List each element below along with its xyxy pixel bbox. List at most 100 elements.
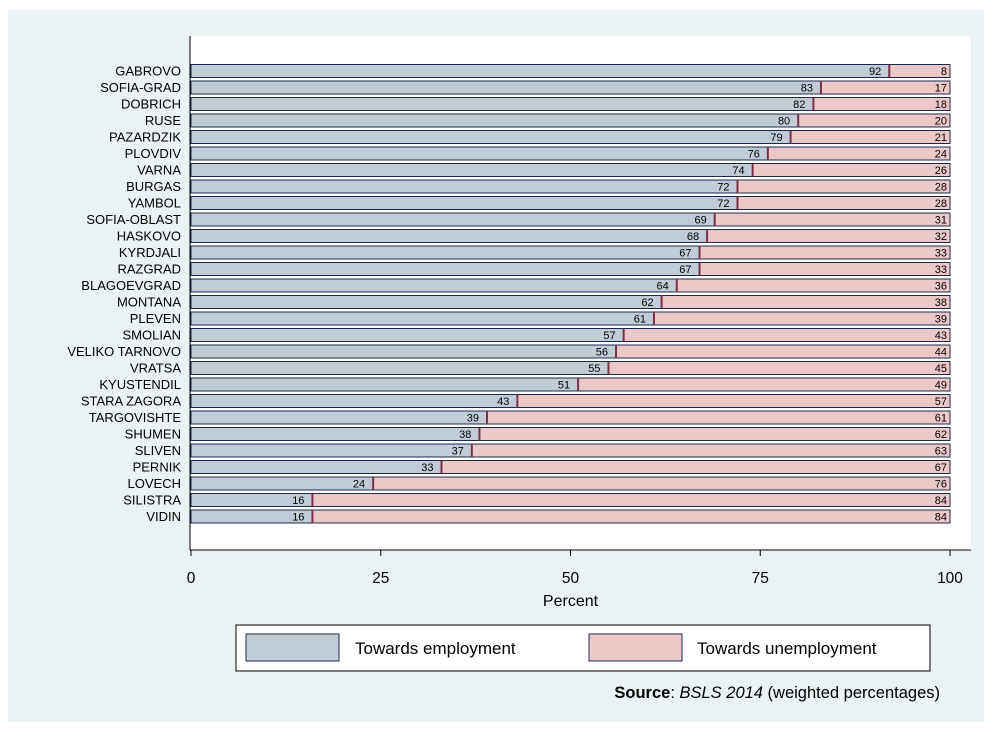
value-label-unemployment: 62 [935,429,947,441]
bar-employment [190,311,655,326]
value-label-employment: 57 [603,330,615,342]
bar-employment [190,361,609,375]
bar-employment [190,146,769,161]
bar-unemployment [486,410,951,425]
x-tick-label: 75 [752,570,769,587]
x-axis: 0 25 50 75 100 [187,36,971,587]
value-label-unemployment: 76 [935,479,947,491]
bar-unemployment [661,295,951,309]
bar-unemployment [706,229,951,243]
source-separator: : [670,684,679,702]
bar-unemployment [820,80,951,95]
value-label-employment: 16 [292,495,304,507]
value-label-employment: 82 [793,99,805,111]
value-label-employment: 67 [679,264,691,276]
value-label-unemployment: 63 [935,446,947,458]
value-label-unemployment: 17 [935,83,947,95]
value-label-unemployment: 20 [935,116,947,128]
value-label-employment: 67 [679,248,691,260]
bar-employment [190,130,792,144]
value-label-employment: 76 [748,149,760,161]
bar-employment [190,460,442,474]
bar-unemployment [311,493,951,507]
bar-employment [190,212,716,227]
category-label: STARA ZAGORA [81,394,181,409]
category-label: PLEVEN [130,311,181,326]
category-label: PERNIK [133,460,182,475]
bar-employment [190,64,890,78]
category-label: RAZGRAD [117,262,181,277]
value-label-unemployment: 38 [935,297,947,309]
value-label-employment: 69 [694,215,706,227]
category-label: VELIKO TARNOVO [67,344,181,359]
category-label: HASKOVO [117,229,181,244]
value-label-employment: 38 [459,429,471,441]
category-label: PLOVDIV [125,146,182,161]
value-label-employment: 72 [717,182,729,194]
bar-unemployment [699,262,951,276]
value-label-employment: 80 [778,116,790,128]
bar-employment [190,80,822,95]
legend-label-employment: Towards employment [355,639,516,658]
value-label-unemployment: 33 [935,248,947,260]
value-label-employment: 24 [353,479,365,491]
value-label-employment: 51 [558,380,570,392]
value-label-unemployment: 43 [935,330,947,342]
value-label-employment: 68 [687,231,699,243]
x-tick-label: 25 [372,570,389,587]
value-label-employment: 62 [641,297,653,309]
value-label-employment: 56 [596,347,608,359]
legend-label-unemployment: Towards unemployment [697,639,877,658]
source-dataset: BSLS 2014 [679,684,762,702]
bar-unemployment [797,113,951,128]
value-label-unemployment: 61 [935,413,947,425]
value-label-unemployment: 8 [941,66,947,78]
value-label-unemployment: 67 [935,462,947,474]
bar-unemployment [752,163,951,177]
bar-unemployment [471,443,951,458]
value-label-employment: 16 [292,512,304,524]
source-note-text: (weighted percentages) [763,684,940,702]
bar-unemployment [372,476,951,491]
category-label: VIDIN [146,509,181,524]
bar-employment [190,97,814,111]
x-axis-title: Percent [543,593,599,610]
value-label-unemployment: 18 [935,99,947,111]
value-label-employment: 74 [732,165,744,177]
value-label-employment: 39 [467,413,479,425]
value-label-unemployment: 21 [935,132,947,144]
value-label-unemployment: 31 [935,215,947,227]
value-label-unemployment: 24 [935,149,947,161]
bar-employment [190,427,480,441]
bar-unemployment [736,179,951,194]
bar-employment [190,394,518,408]
bar-unemployment [607,361,951,375]
category-label: VRATSA [130,361,181,376]
bar-unemployment [577,377,951,392]
category-label: TARGOVISHTE [89,410,182,425]
bar-employment [190,328,625,342]
value-label-unemployment: 45 [935,363,947,375]
bar-employment [190,245,701,260]
legend-box [235,624,931,672]
bar-employment [190,196,738,210]
bar-unemployment [790,130,951,144]
bar-employment [190,262,701,276]
category-label: BLAGOEVGRAD [81,278,181,293]
category-label: SOFIA-OBLAST [86,212,181,227]
category-label: SMOLIAN [122,328,181,343]
value-label-unemployment: 26 [935,165,947,177]
value-label-unemployment: 57 [935,396,947,408]
bar-unemployment [699,245,951,260]
category-label: RUSE [145,113,181,128]
value-label-employment: 92 [869,66,881,78]
bar-employment [190,179,738,194]
bar-employment [190,410,488,425]
value-label-unemployment: 39 [935,314,947,326]
bar-unemployment [311,509,951,524]
value-label-employment: 43 [497,396,509,408]
category-label: LOVECH [128,476,181,491]
source-label: Source [614,684,670,702]
x-tick-label: 50 [562,570,580,587]
value-label-unemployment: 33 [935,264,947,276]
